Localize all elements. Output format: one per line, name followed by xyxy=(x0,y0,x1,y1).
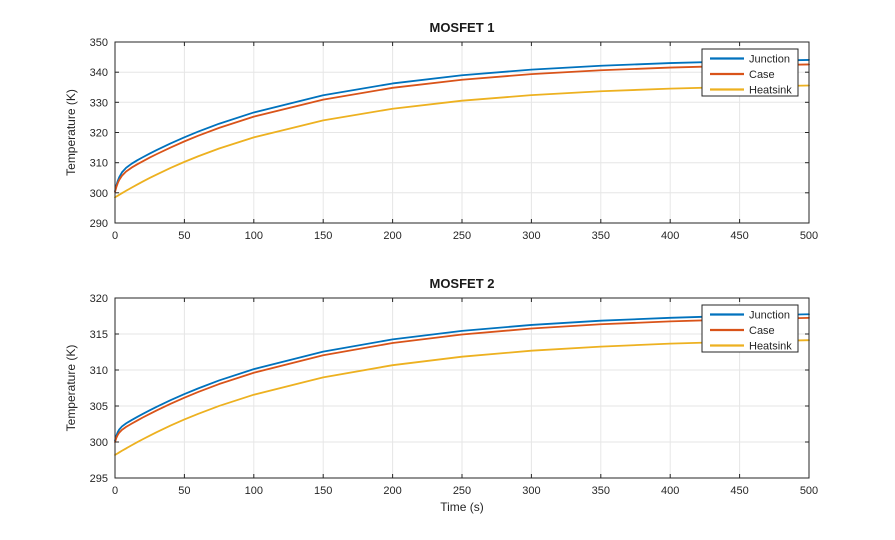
chart-title: MOSFET 1 xyxy=(429,20,494,35)
junction-line xyxy=(114,59,810,193)
y-tick-label: 320 xyxy=(90,293,108,305)
x-tick-label: 150 xyxy=(314,230,332,242)
x-tick-label: 50 xyxy=(178,230,190,242)
x-tick-label: 150 xyxy=(314,485,332,497)
x-tick-label: 500 xyxy=(800,485,818,497)
x-tick-label: 500 xyxy=(800,230,818,242)
y-tick-label: 310 xyxy=(90,365,108,377)
x-tick-label: 400 xyxy=(661,485,679,497)
y-tick-label: 310 xyxy=(90,158,108,170)
x-tick-label: 250 xyxy=(453,230,471,242)
x-tick-label: 350 xyxy=(592,230,610,242)
legend-label-case: Case xyxy=(749,325,775,337)
subplot-mosfet-1: 0 50 100 150 200 250 300 350 400 450 500 290 300 310 3… xyxy=(64,20,818,242)
junction-line xyxy=(114,313,810,442)
y-tick-label: 315 xyxy=(90,329,108,341)
case-line xyxy=(114,63,810,193)
y-tick-label: 330 xyxy=(90,97,108,109)
x-tick-label: 300 xyxy=(522,230,540,242)
x-tick-label: 450 xyxy=(730,485,748,497)
x-tick-label: 250 xyxy=(453,485,471,497)
legend-label-junction: Junction xyxy=(749,54,790,66)
x-axis-label: Time (s) xyxy=(440,500,484,514)
x-tick-label: 0 xyxy=(112,485,118,497)
legend: Junction Case Heatsink xyxy=(701,304,799,353)
x-tick-label: 100 xyxy=(245,485,263,497)
legend-label-case: Case xyxy=(749,69,775,81)
legend-box xyxy=(701,48,799,97)
y-axis-label: Temperature (K) xyxy=(64,345,78,432)
y-tick-label: 340 xyxy=(90,67,108,79)
x-tick-label: 100 xyxy=(245,230,263,242)
subplot-mosfet-2: 0 50 100 150 200 250 300 350 400 450 500 295 300 305 3… xyxy=(64,276,818,514)
case-line xyxy=(114,316,810,443)
y-tick-label: 290 xyxy=(90,218,108,230)
legend-label-heatsink: Heatsink xyxy=(749,85,792,97)
heatsink-line xyxy=(114,84,810,199)
legend-box xyxy=(701,304,799,353)
heatsink-line xyxy=(114,339,810,456)
legend-label-junction: Junction xyxy=(749,310,790,322)
y-tick-label: 300 xyxy=(90,437,108,449)
x-tick-label: 350 xyxy=(592,485,610,497)
x-tick-label: 450 xyxy=(730,230,748,242)
chart-title: MOSFET 2 xyxy=(429,276,494,291)
x-tick-label: 50 xyxy=(178,485,190,497)
y-tick-label: 320 xyxy=(90,128,108,140)
y-tick-label: 295 xyxy=(90,473,108,485)
y-axis-label: Temperature (K) xyxy=(64,89,78,176)
x-tick-label: 300 xyxy=(522,485,540,497)
y-tick-label: 305 xyxy=(90,401,108,413)
x-tick-label: 200 xyxy=(383,485,401,497)
y-tick-label: 300 xyxy=(90,188,108,200)
legend: Junction Case Heatsink xyxy=(701,48,799,97)
legend-label-heatsink: Heatsink xyxy=(749,341,792,353)
x-tick-label: 200 xyxy=(383,230,401,242)
x-tick-label: 0 xyxy=(112,230,118,242)
x-tick-label: 400 xyxy=(661,230,679,242)
y-tick-label: 350 xyxy=(90,37,108,49)
